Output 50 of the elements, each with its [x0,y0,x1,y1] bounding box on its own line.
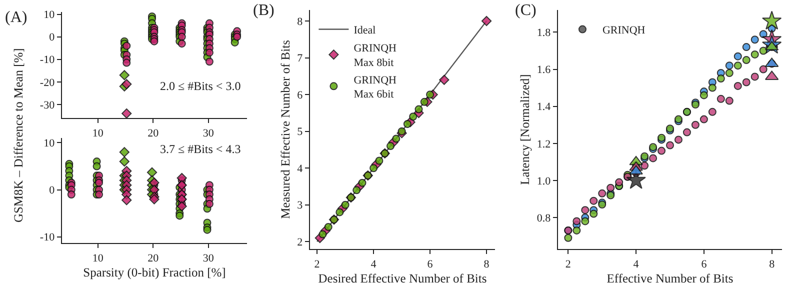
y-tick-label: -20 [40,76,56,89]
y-axis-title: Measured Effective Number of Bits [278,40,292,219]
y-tick-label: 10 [44,138,56,150]
y-tick-label: 3 [297,200,304,212]
x-tick-label: 10 [92,252,104,264]
x-tick-label: 2 [314,258,320,270]
y-tick-label: 5 [297,126,304,138]
y-tick-label: 2 [297,236,303,248]
y-tick-label: 0 [49,32,56,44]
x-tick-label: 4 [633,258,640,270]
legend-label: GRINQH [602,24,646,37]
y-tick-label: -10 [40,54,56,66]
y-tick-label: 7 [297,52,304,65]
x-tick-label: 20 [148,252,160,264]
x-tick-label: 30 [202,127,214,140]
y-tick-label: 4 [297,162,304,175]
y-tick-label: 1.0 [536,175,552,188]
text: (B) [253,2,274,19]
y-tick-label: 1.6 [536,64,552,76]
x-tick-label: 10 [92,127,104,140]
x-tick-label: 6 [427,258,434,270]
x-tick-label: 20 [148,127,160,140]
y-tick-label: 8 [297,16,304,28]
x-axis-title: Effective Number of Bits [606,272,734,286]
x-tick-label: 4 [370,258,377,270]
legend-label: GRINQH Max 8bit [354,42,397,70]
legend-label: Ideal [354,24,376,37]
x-tick-label: 8 [769,258,776,270]
annotation: 3.7 ≤ #Bits < 4.3 [160,142,241,156]
y-tick-label: 1.2 [536,138,551,150]
y-tick-label: 0.8 [536,212,552,224]
text: (C) [515,2,536,19]
y-tick-label: -30 [40,99,56,112]
x-axis-title: Desired Effective Number of Bits [318,272,487,286]
x-axis-title: Sparsity (0-bit) Fraction [%] [83,266,226,280]
y-tick-label: 1.4 [536,101,552,114]
y-tick-label: -10 [40,232,56,244]
y-tick-label: 6 [297,89,304,102]
y-tick-label: 0 [49,184,56,197]
x-tick-label: 8 [484,258,490,270]
y-axis-title: GSM8K – Difference to Mean [%] [12,48,26,223]
y-tick-label: 1.8 [536,27,552,40]
x-tick-label: 6 [701,258,708,270]
text: (A) [5,9,28,26]
annotation: 2.0 ≤ #Bits < 3.0 [160,79,241,93]
y-axis-title: Latency [Normalized] [518,74,532,185]
y-tick-label: 10 [44,9,56,22]
x-tick-label: 30 [202,252,214,264]
x-tick-label: 2 [565,258,571,270]
legend-label: GRINQH Max 6bit [354,74,397,101]
